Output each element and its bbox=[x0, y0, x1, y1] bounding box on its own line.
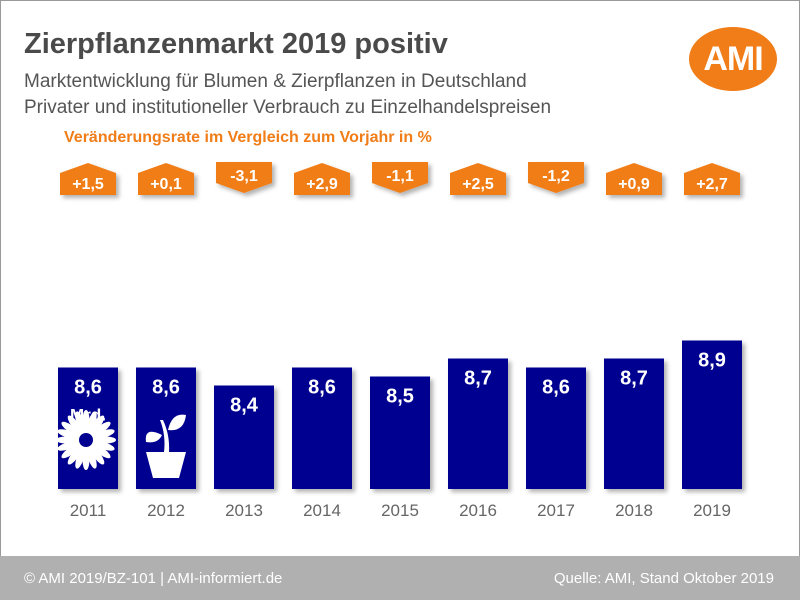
bar-2013 bbox=[214, 385, 274, 489]
change-rate-label: Veränderungsrate im Vergleich zum Vorjah… bbox=[64, 129, 432, 146]
bar-2018 bbox=[604, 358, 664, 489]
change-badge-2018 bbox=[606, 163, 662, 195]
flower-icon bbox=[56, 410, 116, 470]
x-tick-2015: 2015 bbox=[381, 501, 419, 520]
change-label-2018: +0,9 bbox=[618, 176, 650, 193]
potted-plant-icon bbox=[145, 414, 186, 478]
subtitle-line-2: Privater und institutioneller Verbrauch … bbox=[24, 97, 552, 118]
value-label-2012: 8,6 bbox=[152, 377, 180, 399]
x-tick-2013: 2013 bbox=[225, 501, 263, 520]
change-badge-2011 bbox=[60, 163, 116, 195]
value-label-2017: 8,6 bbox=[542, 377, 570, 399]
footer: © AMI 2019/BZ-101 | AMI-informiert.de Qu… bbox=[0, 556, 800, 600]
change-label-2012: +0,1 bbox=[150, 176, 182, 193]
chart-title: Zierpflanzenmarkt 2019 positiv bbox=[24, 28, 448, 60]
change-badge-2019 bbox=[684, 163, 740, 195]
x-tick-2016: 2016 bbox=[459, 501, 497, 520]
change-label-2019: +2,7 bbox=[696, 176, 728, 193]
x-tick-2014: 2014 bbox=[303, 501, 341, 520]
value-label-2016: 8,7 bbox=[464, 368, 492, 390]
ami-logo: AMI bbox=[689, 27, 777, 91]
change-badge-2016 bbox=[450, 163, 506, 195]
x-tick-2019: 2019 bbox=[693, 501, 731, 520]
change-badge-2012 bbox=[138, 163, 194, 195]
change-label-2013: -3,1 bbox=[230, 168, 258, 185]
bar-2015 bbox=[370, 376, 430, 489]
subtitle-line-1: Marktentwicklung für Blumen & Zierpflanz… bbox=[24, 71, 527, 92]
footer-source: Quelle: AMI, Stand Oktober 2019 bbox=[553, 570, 774, 587]
value-label-2011: 8,6 bbox=[74, 377, 102, 399]
change-label-2016: +2,5 bbox=[462, 176, 494, 193]
bar-2017 bbox=[526, 367, 586, 489]
footer-copyright: © AMI 2019/BZ-101 | AMI-informiert.de bbox=[24, 570, 283, 587]
x-tick-2011: 2011 bbox=[70, 501, 107, 520]
change-badge-2014 bbox=[294, 163, 350, 195]
x-tick-2017: 2017 bbox=[537, 501, 575, 520]
value-label-2013: 8,4 bbox=[230, 395, 259, 417]
value-label-2018: 8,7 bbox=[620, 368, 648, 390]
value-label-2014: 8,6 bbox=[308, 377, 336, 399]
bar-2014 bbox=[292, 367, 352, 489]
change-badge-2017 bbox=[528, 162, 584, 193]
x-tick-2012: 2012 bbox=[147, 501, 185, 520]
change-label-2011: +1,5 bbox=[72, 176, 104, 193]
change-badge-2013 bbox=[216, 162, 272, 193]
value-label-2019: 8,9 bbox=[698, 350, 726, 372]
bar-2019 bbox=[682, 340, 742, 489]
change-label-2017: -1,2 bbox=[542, 168, 570, 185]
x-tick-2018: 2018 bbox=[615, 501, 653, 520]
value-label-2015: 8,5 bbox=[386, 386, 414, 408]
change-label-2015: -1,1 bbox=[386, 168, 414, 185]
change-badge-2015 bbox=[372, 162, 428, 193]
bar-2016 bbox=[448, 358, 508, 489]
bar-chart: 8,6Mrd.EUR2011+1,58,62012+0,18,42013-3,1… bbox=[56, 162, 742, 520]
change-label-2014: +2,9 bbox=[306, 176, 338, 193]
